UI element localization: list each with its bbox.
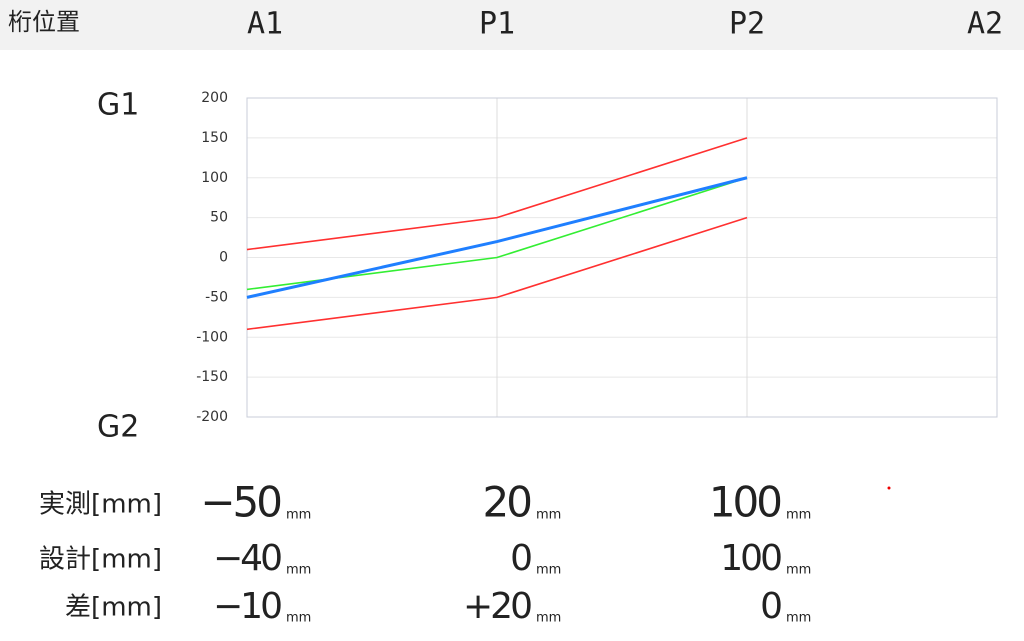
- header-bar: [0, 0, 1024, 50]
- series-line: [246, 176, 748, 299]
- row-label: 差[mm]: [65, 593, 162, 623]
- cell-value: 0: [510, 538, 531, 579]
- cell-value: −10: [213, 586, 281, 627]
- cell-unit: mm: [536, 508, 561, 523]
- cell-unit: mm: [286, 508, 311, 523]
- cell-unit: mm: [786, 611, 811, 626]
- header-title: 桁位置: [8, 8, 80, 36]
- cell-value: −50: [200, 478, 280, 527]
- y-tick-label: 50: [210, 210, 228, 226]
- x-tick-label: P2: [729, 7, 765, 42]
- x-tick-label: P1: [479, 7, 515, 42]
- y-tick-label: 100: [201, 170, 228, 186]
- y-tick-label: 200: [201, 90, 228, 106]
- cell-value: 0: [760, 586, 781, 627]
- cell-unit: mm: [786, 508, 811, 523]
- cell-value: 100: [709, 478, 780, 527]
- x-tick-label: A2: [967, 7, 1003, 42]
- y-tick-label: 0: [219, 250, 228, 266]
- cell-unit: mm: [536, 611, 561, 626]
- row-label: 設計[mm]: [39, 545, 162, 575]
- cell-value: 20: [483, 478, 531, 527]
- cell-value: −40: [213, 538, 281, 579]
- cell-value: 100: [720, 538, 781, 579]
- series-line: [246, 137, 748, 251]
- y-tick-label: -200: [196, 409, 228, 425]
- series-line: [246, 216, 748, 331]
- cell-unit: mm: [786, 563, 811, 578]
- y-tick-label: -100: [196, 329, 228, 345]
- cell-unit: mm: [286, 611, 311, 626]
- x-tick-label: A1: [247, 7, 283, 42]
- dot: [887, 486, 891, 490]
- cell-unit: mm: [286, 563, 311, 578]
- y-tick-label: 150: [201, 130, 228, 146]
- row-label: 実測[mm]: [39, 490, 162, 520]
- y-tick-label: -50: [205, 289, 228, 305]
- y-tick-label: -150: [196, 369, 228, 385]
- cell-value: +20: [463, 586, 531, 627]
- top-label: G1: [97, 88, 139, 123]
- bottom-label: G2: [97, 410, 139, 445]
- plot-frame: [246, 97, 998, 418]
- cell-unit: mm: [536, 563, 561, 578]
